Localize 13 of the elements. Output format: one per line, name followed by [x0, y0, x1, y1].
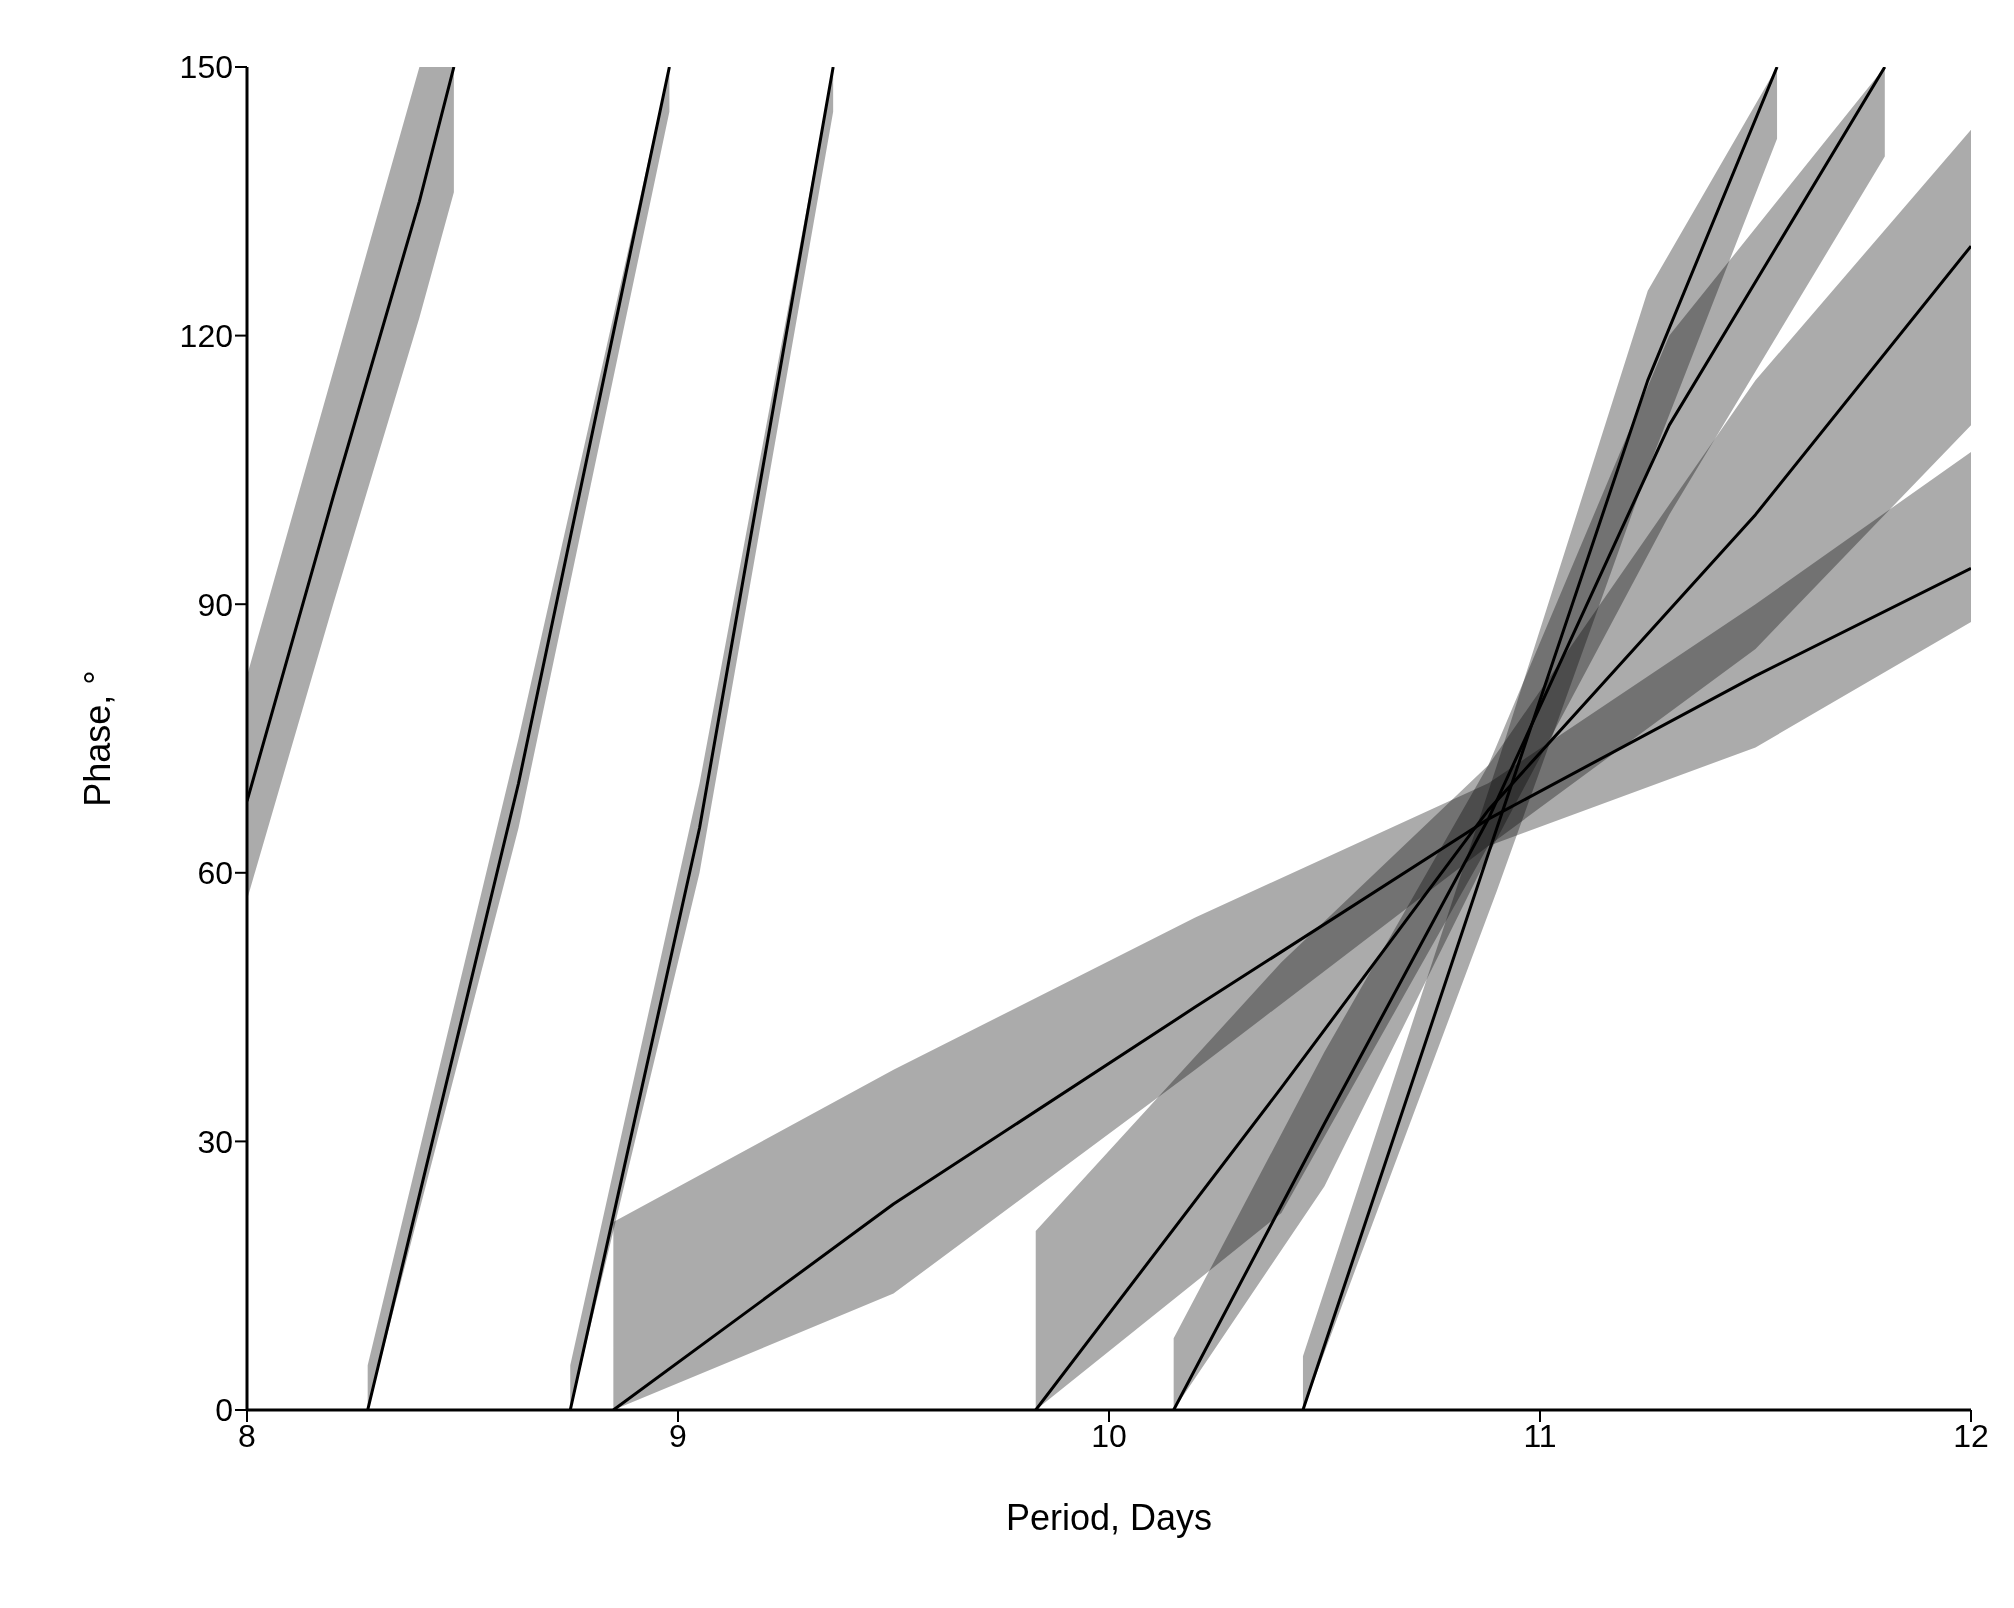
y-tick-label: 30	[197, 1123, 233, 1160]
x-tick-label: 12	[1953, 1417, 1989, 1454]
y-tick-label: 120	[179, 317, 233, 354]
y-tick-label: 0	[215, 1392, 233, 1429]
x-tick-label: 10	[1091, 1417, 1127, 1454]
x-axis-title: Period, Days	[1005, 1497, 1213, 1538]
x-tick-label: 8	[238, 1417, 256, 1454]
y-tick-label: 150	[179, 49, 233, 86]
x-tick-label: 11	[1523, 1417, 1557, 1454]
x-tick-label: 9	[669, 1417, 687, 1454]
y-tick-label: 60	[197, 855, 233, 892]
y-axis-title: Phase, °	[76, 670, 118, 807]
y-tick-label: 90	[197, 586, 233, 623]
